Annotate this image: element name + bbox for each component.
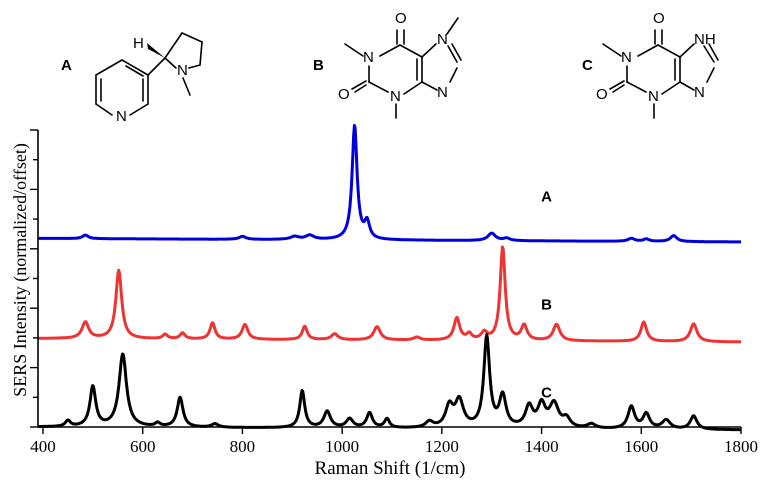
series-labels: A B C	[541, 188, 552, 401]
x-tick-label: 800	[230, 437, 256, 456]
atom-b-o2: O	[338, 86, 350, 103]
atom-c-n3: N	[648, 88, 659, 105]
atom-b-n7: N	[437, 31, 448, 48]
atom-c-n1: N	[621, 49, 632, 66]
atom-a-pyridine-n: N	[116, 108, 127, 125]
spectra-plot: 400 600 800 1000 1200 1400 1600 1800 A B C Raman …	[10, 124, 758, 479]
atom-b-n3: N	[390, 88, 401, 105]
x-tick-label: 1400	[525, 437, 559, 456]
x-tick-label: 400	[30, 437, 56, 456]
atom-c-o1: O	[653, 10, 665, 27]
series-label-a: A	[541, 188, 552, 205]
series-label-b: B	[541, 297, 552, 314]
x-tick-label: 1200	[425, 437, 459, 456]
atom-b-n1: N	[363, 49, 374, 66]
structure-c: C O N O N NH N	[582, 10, 719, 119]
atom-a-pyrrolidine-n: N	[177, 62, 188, 79]
atom-c-nh: NH	[694, 31, 716, 48]
structure-label-c: C	[582, 57, 593, 74]
x-axis-label: Raman Shift (1/cm)	[315, 458, 466, 479]
y-axis-label: SERS Intensity (normalized/offset)	[10, 143, 31, 397]
x-tick-label: 1800	[724, 437, 758, 456]
atom-a-h: H	[133, 35, 144, 52]
axes-layer: 400 600 800 1000 1200 1400 1600 1800	[30, 129, 758, 456]
series-line-c	[37, 333, 742, 432]
structure-label-b: B	[313, 57, 324, 74]
atom-c-n9: N	[694, 84, 705, 101]
series-line-a	[37, 124, 742, 244]
structure-a: A N N H	[61, 32, 203, 125]
x-tick-label: 1000	[325, 437, 359, 456]
atom-b-o1: O	[395, 10, 407, 27]
structure-b: B O N O N N N	[313, 10, 462, 119]
atom-b-n9: N	[437, 84, 448, 101]
x-tick-label: 1600	[624, 437, 658, 456]
series-label-c: C	[541, 384, 552, 401]
x-tick-label: 600	[130, 437, 156, 456]
series-line-b	[37, 245, 742, 344]
structure-label-a: A	[61, 57, 72, 74]
atom-c-o2: O	[596, 86, 608, 103]
series-layer	[37, 124, 742, 432]
